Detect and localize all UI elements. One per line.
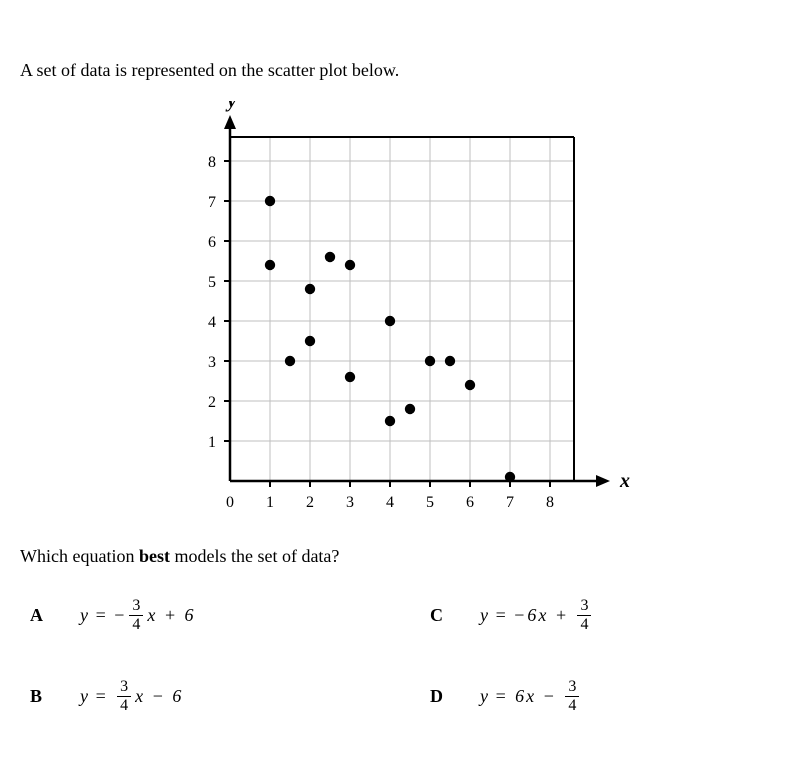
scatter-plot: 0 1 2 3 4 5 6 7 8 1 2 3 4 5 6 7 8 y x xyxy=(20,101,780,521)
answer-choices: A y = − 34 x + 6 C y = −6x + 34 B y = xyxy=(20,597,780,714)
choice-c[interactable]: C y = −6x + 34 xyxy=(430,597,770,633)
svg-text:4: 4 xyxy=(208,314,216,331)
choice-equation: y = 34 x − 6 xyxy=(80,678,181,714)
choice-a[interactable]: A y = − 34 x + 6 xyxy=(30,597,370,633)
choice-equation: y = −6x + 34 xyxy=(480,597,593,633)
choice-equation: y = − 34 x + 6 xyxy=(80,597,193,633)
choice-letter: A xyxy=(30,605,50,626)
svg-text:6: 6 xyxy=(466,494,474,511)
choice-d[interactable]: D y = 6x − 34 xyxy=(430,678,770,714)
svg-text:5: 5 xyxy=(208,274,216,291)
choice-letter: D xyxy=(430,686,450,707)
svg-text:2: 2 xyxy=(306,494,314,511)
svg-text:3: 3 xyxy=(208,354,216,371)
choice-b[interactable]: B y = 34 x − 6 xyxy=(30,678,370,714)
svg-text:4: 4 xyxy=(386,494,394,511)
svg-text:0: 0 xyxy=(226,494,234,511)
choice-letter: C xyxy=(430,605,450,626)
svg-text:5: 5 xyxy=(426,494,434,511)
svg-text:1: 1 xyxy=(266,494,274,511)
question-stem: A set of data is represented on the scat… xyxy=(20,60,780,81)
svg-text:8: 8 xyxy=(546,494,554,511)
svg-text:7: 7 xyxy=(208,194,216,211)
question-followup: Which equation best models the set of da… xyxy=(20,546,780,567)
svg-text:8: 8 xyxy=(208,154,216,171)
svg-text:x: x xyxy=(619,470,630,492)
choice-equation: y = 6x − 34 xyxy=(480,678,581,714)
svg-text:1: 1 xyxy=(208,434,216,451)
svg-text:7: 7 xyxy=(506,494,514,511)
choice-letter: B xyxy=(30,686,50,707)
svg-text:2: 2 xyxy=(208,394,216,411)
svg-text:y: y xyxy=(226,101,237,112)
svg-text:6: 6 xyxy=(208,234,216,251)
svg-text:3: 3 xyxy=(346,494,354,511)
